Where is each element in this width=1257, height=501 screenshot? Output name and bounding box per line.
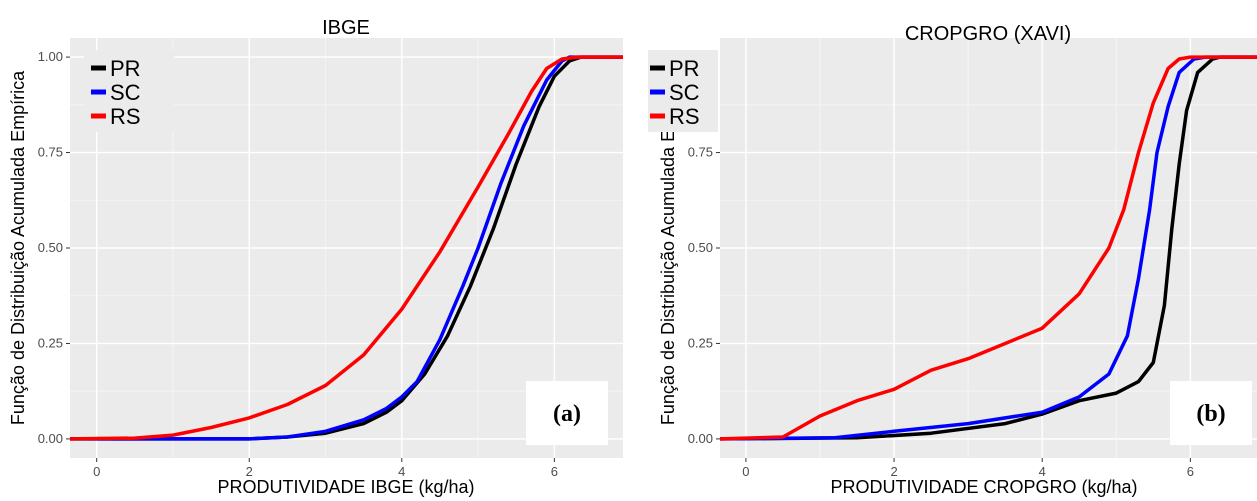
y-tick-label: 0.50: [688, 240, 713, 255]
panel-label-background: [1170, 381, 1252, 445]
series-line-sc: [719, 55, 1257, 441]
panel-label: (a): [553, 401, 581, 427]
legend-label-rs: RS: [669, 104, 700, 129]
legend-label-pr: PR: [669, 56, 700, 81]
series-lines: [719, 55, 1257, 441]
y-tick-label: 0.25: [38, 335, 63, 350]
y-tick-label: 0.00: [38, 431, 63, 446]
panel-label: (b): [1196, 401, 1225, 427]
series-line-pr: [719, 55, 1257, 441]
legend-label-pr: PR: [110, 56, 141, 81]
legend-label-sc: SC: [110, 80, 141, 105]
chart-title: IBGE: [322, 17, 370, 39]
series-line-rs: [69, 55, 623, 441]
y-tick-label: 1.00: [38, 49, 63, 64]
y-axis-label: Função de Distribuição Acumulada Empíric…: [8, 70, 28, 425]
y-tick-label: 0.75: [38, 145, 63, 160]
panel-label-background: [526, 381, 608, 445]
x-axis-label: PRODUTIVIDADE CROPGRO (kg/ha): [830, 477, 1137, 497]
x-tick-label: 6: [1187, 464, 1194, 479]
chart-panel-cropgro: 0 2 4 6 0.00 0.25 0.50 0.75 CROPGRO (XAVI) PROD…: [648, 23, 1257, 497]
x-axis-label: PRODUTIVIDADE IBGE (kg/ha): [217, 477, 474, 497]
x-tick-label: 6: [551, 464, 558, 479]
series-line-sc: [70, 55, 623, 441]
gridlines: [70, 38, 623, 458]
x-tick-label: 0: [742, 464, 749, 479]
x-tick-label: 4: [1039, 464, 1046, 479]
chart-title: CROPGRO (XAVI): [905, 23, 1071, 45]
x-tick-label: 0: [93, 464, 100, 479]
axis-ticks: 0 2 4 6 0.00 0.25 0.50 0.75 1.00: [38, 49, 558, 479]
y-tick-label: 0.00: [688, 431, 713, 446]
series-lines: [69, 55, 623, 441]
panel-label-box: (b): [1170, 381, 1252, 445]
y-axis-label: Função de Distribuição Acumulada Empíric…: [658, 70, 678, 425]
x-tick-label: 4: [398, 464, 405, 479]
chart-panel-ibge: 0 2 4 6 0.00 0.25 0.50 0.75 1.00 IBGE PRODUTIVID…: [8, 17, 623, 497]
panel-label-box: (a): [526, 381, 608, 445]
series-line-rs: [719, 55, 1257, 441]
x-tick-label: 2: [890, 464, 897, 479]
legend: PR SC RS: [84, 50, 174, 132]
legend: PR SC RS: [648, 50, 718, 132]
y-tick-label: 0.50: [38, 240, 63, 255]
legend-label-rs: RS: [110, 104, 141, 129]
gridlines: [720, 38, 1257, 458]
y-tick-label: 0.75: [688, 145, 713, 160]
y-tick-label: 0.25: [688, 335, 713, 350]
axis-ticks: 0 2 4 6 0.00 0.25 0.50 0.75: [688, 145, 1194, 479]
legend-label-sc: SC: [669, 80, 700, 105]
x-tick-label: 2: [246, 464, 253, 479]
